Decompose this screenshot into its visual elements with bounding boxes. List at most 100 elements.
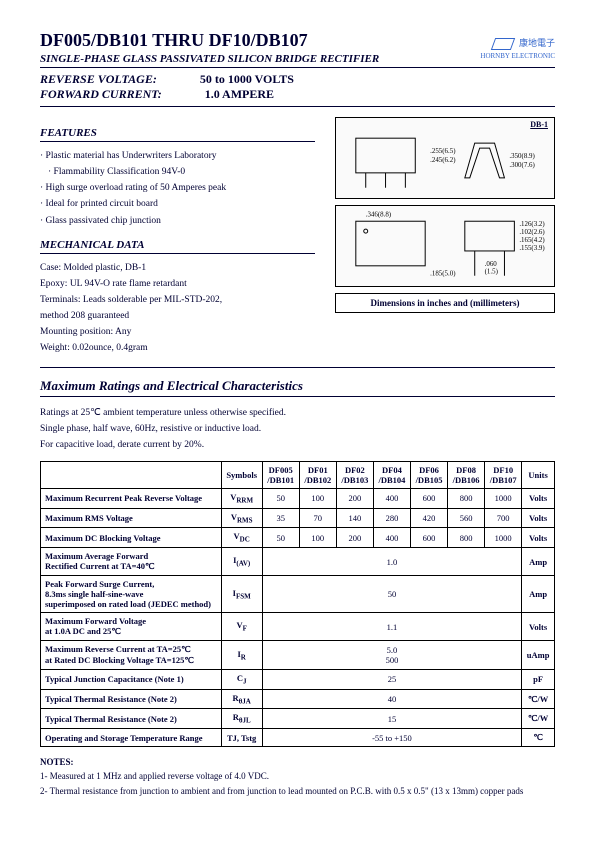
table-row: Maximum Recurrent Peak Reverse VoltageVR… — [41, 488, 555, 508]
value-span-cell: 1.0 — [262, 548, 522, 576]
unit-cell: Volts — [522, 528, 555, 548]
unit-cell: ℃ — [522, 729, 555, 747]
ratings-head: Maximum Ratings and Electrical Character… — [40, 378, 555, 397]
rev-voltage-value: 50 to 1000 VOLTS — [200, 72, 294, 87]
param-cell: Maximum DC Blocking Voltage — [41, 528, 222, 548]
symbol-cell: VF — [221, 613, 262, 641]
package-diagram-bottom: .346(8.8) .185(5.0) .126(3.2) .102(2.6) … — [335, 205, 555, 287]
rev-voltage-label: REVERSE VOLTAGE: — [40, 72, 157, 86]
package-outline-icon: .255(6.5) .245(6.2) .350(8.9) .300(7.6) — [336, 118, 554, 198]
ratings-note: Single phase, half wave, 60Hz, resistive… — [40, 421, 555, 437]
logo-eng: HORNBY ELECTRONIC — [480, 52, 555, 60]
mech-line: method 208 guaranteed — [40, 308, 315, 324]
page-subtitle: SINGLE-PHASE GLASS PASSIVATED SILICON BR… — [40, 53, 555, 68]
unit-cell: Amp — [522, 576, 555, 613]
unit-cell: pF — [522, 670, 555, 690]
symbol-cell: VRMS — [221, 508, 262, 528]
ratings-table: Symbols DF005 /DB101 DF01 /DB102 DF02 /D… — [40, 461, 555, 747]
notes-head: NOTES: — [40, 755, 555, 769]
company-logo: 康地電子 HORNBY ELECTRONIC — [480, 36, 555, 60]
dim-caption: Dimensions in inches and (millimeters) — [335, 293, 555, 313]
ratings-note: For capacitive load, derate current by 2… — [40, 437, 555, 453]
value-span-cell: 1.1 — [262, 613, 522, 641]
symbol-cell: CJ — [221, 670, 262, 690]
symbol-cell: TJ, Tstg — [221, 729, 262, 747]
mech-head: MECHANICAL DATA — [40, 239, 315, 254]
value-cell: 700 — [485, 508, 522, 528]
table-row: Operating and Storage Temperature RangeT… — [41, 729, 555, 747]
table-header-part: DF08 /DB106 — [448, 461, 485, 488]
symbol-cell: VRRM — [221, 488, 262, 508]
value-cell: 50 — [262, 488, 299, 508]
svg-text:.300(7.6): .300(7.6) — [509, 162, 534, 169]
feature-item: Ideal for printed circuit board — [40, 196, 315, 212]
param-cell: Peak Forward Surge Current, 8.3ms single… — [41, 576, 222, 613]
value-span-cell: 50 — [262, 576, 522, 613]
svg-text:.155(3.9): .155(3.9) — [519, 245, 544, 252]
value-cell: 50 — [262, 528, 299, 548]
features-head: FEATURES — [40, 127, 315, 142]
value-cell: 35 — [262, 508, 299, 528]
param-cell: Maximum Recurrent Peak Reverse Voltage — [41, 488, 222, 508]
mech-line: Mounting position: Any — [40, 324, 315, 340]
value-cell: 560 — [448, 508, 485, 528]
table-header-part: DF10 /DB107 — [485, 461, 522, 488]
value-cell: 400 — [373, 488, 410, 508]
package-diagram-top: DB-1 .255(6.5) .245(6.2) .350(8.9) .300(… — [335, 117, 555, 199]
symbol-cell: IR — [221, 641, 262, 670]
unit-cell: Volts — [522, 488, 555, 508]
svg-text:.245(6.2): .245(6.2) — [430, 157, 455, 164]
param-cell: Typical Thermal Resistance (Note 2) — [41, 689, 222, 709]
mech-line: Terminals: Leads solderable per MIL-STD-… — [40, 292, 315, 308]
svg-text:.346(8.8): .346(8.8) — [366, 211, 391, 218]
notes-section: NOTES: 1- Measured at 1 MHz and applied … — [40, 755, 555, 798]
unit-cell: uAmp — [522, 641, 555, 670]
value-cell: 100 — [299, 488, 336, 508]
table-row: Maximum Average Forward Rectified Curren… — [41, 548, 555, 576]
table-header-blank — [41, 461, 222, 488]
symbol-cell: IFSM — [221, 576, 262, 613]
value-cell: 420 — [410, 508, 447, 528]
value-cell: 140 — [336, 508, 373, 528]
param-cell: Typical Junction Capacitance (Note 1) — [41, 670, 222, 690]
symbol-cell: VDC — [221, 528, 262, 548]
table-header-part: DF06 /DB105 — [410, 461, 447, 488]
unit-cell: Volts — [522, 508, 555, 528]
value-span-cell: 40 — [262, 689, 522, 709]
table-row: Maximum DC Blocking VoltageVDC5010020040… — [41, 528, 555, 548]
param-cell: Typical Thermal Resistance (Note 2) — [41, 709, 222, 729]
param-cell: Maximum RMS Voltage — [41, 508, 222, 528]
param-cell: Maximum Reverse Current at TA=25℃ at Rat… — [41, 641, 222, 670]
table-header-units: Units — [522, 461, 555, 488]
note-item: 1- Measured at 1 MHz and applied reverse… — [40, 769, 555, 783]
unit-cell: Volts — [522, 613, 555, 641]
table-row: Typical Thermal Resistance (Note 2)RθJL1… — [41, 709, 555, 729]
table-header-part: DF005 /DB101 — [262, 461, 299, 488]
fwd-current-label: FORWARD CURRENT: — [40, 87, 162, 101]
mech-line: Case: Molded plastic, DB-1 — [40, 260, 315, 276]
svg-text:.126(3.2): .126(3.2) — [519, 221, 544, 228]
feature-item: Plastic material has Underwriters Labora… — [40, 148, 315, 164]
mech-line: Epoxy: UL 94V-O rate flame retardant — [40, 276, 315, 292]
svg-text:.185(5.0): .185(5.0) — [430, 271, 455, 278]
value-cell: 400 — [373, 528, 410, 548]
ratings-note: Ratings at 25℃ ambient temperature unles… — [40, 405, 555, 421]
table-row: Typical Junction Capacitance (Note 1)CJ2… — [41, 670, 555, 690]
logo-icon — [491, 38, 515, 50]
symbol-cell: RθJA — [221, 689, 262, 709]
feature-item: High surge overload rating of 50 Amperes… — [40, 180, 315, 196]
symbol-cell: I(AV) — [221, 548, 262, 576]
value-cell: 600 — [410, 488, 447, 508]
feature-item: Glass passivated chip junction — [40, 213, 315, 229]
feature-item: Flammability Classification 94V-0 — [48, 164, 315, 180]
param-cell: Maximum Forward Voltage at 1.0A DC and 2… — [41, 613, 222, 641]
unit-cell: ℃/W — [522, 709, 555, 729]
fwd-current-value: 1.0 AMPERE — [205, 87, 274, 102]
table-row: Peak Forward Surge Current, 8.3ms single… — [41, 576, 555, 613]
package-label: DB-1 — [530, 120, 548, 129]
value-cell: 280 — [373, 508, 410, 528]
logo-chinese: 康地電子 — [519, 38, 555, 48]
value-span-cell: 5.0 500 — [262, 641, 522, 670]
mech-data: Case: Molded plastic, DB-1 Epoxy: UL 94V… — [40, 260, 315, 357]
value-cell: 100 — [299, 528, 336, 548]
